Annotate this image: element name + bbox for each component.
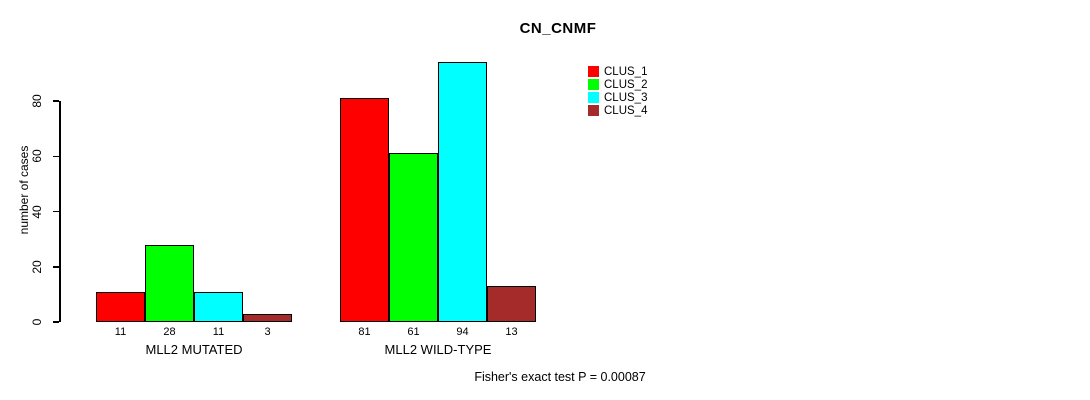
y-tick-label: 40: [30, 204, 44, 219]
bar-value-label: 13: [505, 326, 518, 338]
y-tick-label: 0: [30, 318, 44, 326]
y-tick-mark: [53, 155, 59, 157]
legend-label: CLUS_1: [604, 65, 648, 78]
x-category-label: MLL2 MUTATED: [145, 342, 243, 357]
bar-clus_4-group2: [487, 286, 536, 322]
bar-value-label: 61: [407, 326, 420, 338]
y-tick-label: 20: [30, 260, 44, 274]
bar-clus_2-group2: [389, 153, 438, 322]
bar-clus_4-group1: [243, 313, 292, 322]
bar-value-label: 81: [358, 326, 371, 338]
legend-label: CLUS_2: [604, 78, 648, 91]
legend-swatch-icon: [588, 79, 599, 90]
y-axis: [59, 101, 61, 322]
legend: CLUS_1 CLUS_2 CLUS_3 CLUS_4: [588, 65, 647, 117]
legend-item-clus_1: CLUS_1: [588, 65, 647, 78]
y-tick-label: 60: [30, 149, 44, 163]
bar-clus_2-group1: [145, 244, 194, 322]
y-axis-label: number of cases: [17, 145, 31, 235]
bar-value-label: 11: [212, 326, 225, 338]
legend-item-clus_2: CLUS_2: [588, 78, 647, 91]
y-tick-label: 80: [30, 94, 44, 108]
x-category-label: MLL2 WILD-TYPE: [384, 342, 492, 357]
legend-label: CLUS_3: [604, 91, 648, 104]
bar-value-label: 3: [264, 326, 271, 338]
legend-swatch-icon: [588, 66, 599, 77]
bar-value-label: 28: [163, 326, 176, 338]
y-tick-mark: [53, 266, 59, 268]
fisher-test-annotation: Fisher's exact test P = 0.00087: [474, 370, 646, 384]
bar-clus_3-group2: [438, 62, 487, 322]
legend-item-clus_3: CLUS_3: [588, 91, 647, 104]
legend-swatch-icon: [588, 105, 599, 116]
legend-swatch-icon: [588, 92, 599, 103]
chart-title: CN_CNMF: [519, 20, 597, 37]
y-tick-mark: [53, 321, 59, 323]
bar-clus_1-group2: [340, 98, 389, 322]
bar-clus_3-group1: [194, 291, 243, 322]
y-tick-mark: [53, 210, 59, 213]
y-tick-mark: [53, 100, 59, 102]
bar-value-label: 11: [114, 326, 127, 338]
bar-value-label: 94: [456, 326, 469, 338]
bar-clus_1-group1: [96, 291, 145, 322]
legend-label: CLUS_4: [604, 104, 648, 117]
legend-item-clus_4: CLUS_4: [588, 104, 647, 117]
